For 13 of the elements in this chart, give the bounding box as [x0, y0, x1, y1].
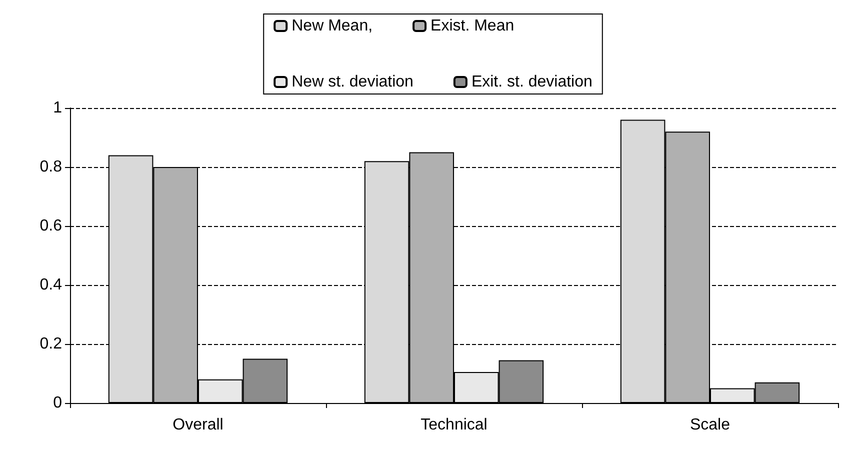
x-tick-label: Scale	[690, 416, 730, 434]
y-tick-label: 0.6	[40, 218, 62, 234]
legend-label: Exist. Mean	[430, 18, 514, 34]
y-tick-label: 0.2	[40, 336, 62, 352]
y-tick-label: 0.4	[40, 276, 62, 294]
x-tick-label: Technical	[420, 416, 488, 434]
y-tick-label: 1	[53, 100, 62, 116]
legend-label: New Mean,	[292, 18, 373, 34]
x-tick-label: Overall	[172, 416, 224, 434]
legend-label: Exit. st. deviation	[471, 74, 592, 90]
y-tick-label: 0.8	[40, 158, 62, 176]
legend-label: New st. deviation	[292, 74, 414, 90]
y-tick-label: 0	[53, 394, 62, 412]
